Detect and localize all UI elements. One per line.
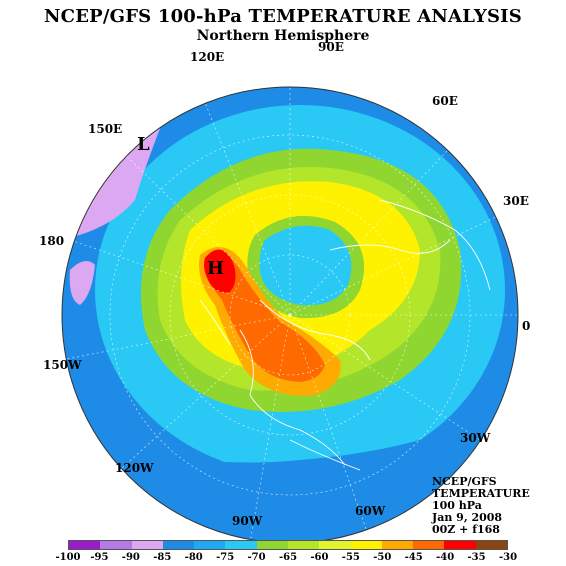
lon-label-60w: 60W xyxy=(355,504,386,518)
legend-swatch-1 xyxy=(100,541,132,549)
lon-label-90w: 90W xyxy=(232,514,263,528)
legend-label-11: -45 xyxy=(404,552,423,563)
inner-cold-core xyxy=(259,225,352,306)
lon-label-30e: 30E xyxy=(503,194,529,208)
low-pressure-marker: L xyxy=(137,134,150,155)
map-title: NCEP/GFS 100-hPa TEMPERATURE ANALYSIS xyxy=(44,6,522,27)
darkorange-band xyxy=(205,253,325,382)
graticule xyxy=(62,87,518,543)
legend-swatch-11 xyxy=(413,541,445,549)
legend-label-5: -75 xyxy=(216,552,235,563)
legend-swatch-12 xyxy=(444,541,476,549)
legend-label-10: -50 xyxy=(373,552,392,563)
legend-label-1: -95 xyxy=(90,552,109,563)
lon-label-30w: 30W xyxy=(460,431,491,445)
legend-label-13: -35 xyxy=(467,552,486,563)
red-core xyxy=(204,249,236,293)
high-pressure-marker: H xyxy=(207,258,225,279)
lon-label-60e: 60E xyxy=(432,94,458,108)
info-forecast-hour: 00Z + f168 xyxy=(432,523,500,536)
lon-label-180: 180 xyxy=(39,234,65,248)
legend-label-4: -80 xyxy=(184,552,203,563)
legend-swatch-6 xyxy=(256,541,288,549)
lon-label-120w: 120W xyxy=(115,461,154,475)
legend-swatch-4 xyxy=(194,541,226,549)
legend-swatch-13 xyxy=(475,541,507,549)
legend-swatch-0 xyxy=(69,541,101,549)
map-subtitle: Northern Hemisphere xyxy=(196,28,370,44)
legend-label-8: -60 xyxy=(310,552,329,563)
legend-label-0: -100 xyxy=(55,552,81,563)
legend-label-14: -30 xyxy=(498,552,518,563)
lon-label-150w: 150W xyxy=(43,358,82,372)
legend-swatch-2 xyxy=(131,541,163,549)
info-field: TEMPERATURE xyxy=(432,487,530,500)
coastlines xyxy=(199,199,491,471)
legend-swatch-8 xyxy=(319,541,351,549)
legend-swatch-10 xyxy=(381,541,414,549)
legend-label-12: -40 xyxy=(436,552,455,563)
legend-label-7: -65 xyxy=(278,552,298,563)
legend-label-3: -85 xyxy=(153,552,172,563)
lon-label-150e: 150E xyxy=(88,122,123,136)
info-level: 100 hPa xyxy=(432,499,482,512)
legend-label-2: -90 xyxy=(121,552,140,563)
lon-label-0: 0 xyxy=(522,319,531,333)
info-date: Jan 9, 2008 xyxy=(432,511,503,524)
legend-swatch-3 xyxy=(162,541,195,549)
legend-swatch-5 xyxy=(225,541,257,549)
info-model: NCEP/GFS xyxy=(432,475,497,488)
lilac-region-west xyxy=(69,261,95,305)
info-box: NCEP/GFS TEMPERATURE 100 hPa Jan 9, 2008… xyxy=(432,476,530,536)
color-legend xyxy=(68,540,508,550)
lon-label-90e: 90E xyxy=(318,40,344,54)
legend-label-6: -70 xyxy=(247,552,266,563)
legend-labels: -100 -95 -90 -85 -80 -75 -70 -65 -60 -55 -50 -45 -40… xyxy=(0,552,566,566)
legend-label-9: -55 xyxy=(341,552,360,563)
legend-swatch-7 xyxy=(287,541,320,549)
lon-label-120e: 120E xyxy=(190,50,225,64)
legend-swatch-9 xyxy=(350,541,382,549)
